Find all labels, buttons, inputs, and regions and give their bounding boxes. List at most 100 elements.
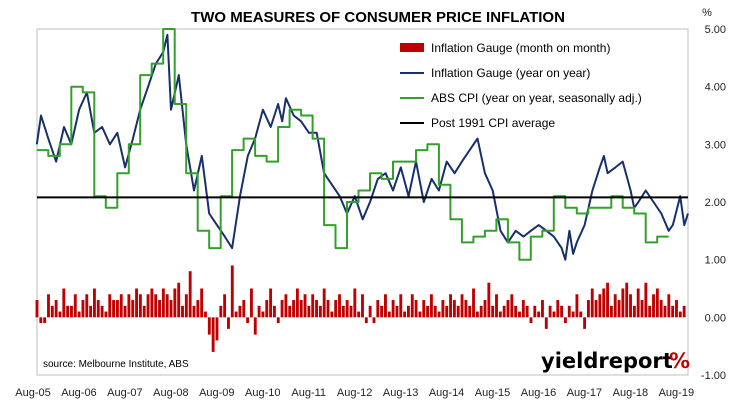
bar-mark [368,305,372,318]
legend-swatch-bar [400,43,424,52]
x-tick-label: Aug-12 [337,387,372,399]
bar-mark [326,300,330,318]
bar-mark [280,300,284,318]
bar-mark [514,305,518,318]
bar-mark [602,288,606,318]
bar-mark [181,305,184,318]
bar-mark [50,305,54,318]
bar-series-month-on-month [35,265,686,352]
bar-mark [39,317,43,324]
bar-mark [502,305,506,318]
bar-mark [158,300,161,318]
bar-mark [648,305,652,318]
bar-mark [460,294,464,318]
bar-mark [276,317,280,324]
bar-mark [533,305,537,318]
bar-mark [284,294,288,318]
bar-mark [127,294,131,318]
bar-mark [73,294,77,318]
y-tick-label: -1.00 [701,370,726,382]
legend-label: Post 1991 CPI average [431,116,555,130]
bar-mark [537,311,541,318]
bar-mark [242,300,246,318]
bar-mark [452,300,456,318]
bar-mark [219,305,223,318]
bar-mark [115,300,119,318]
bar-mark [552,311,556,318]
x-tick-label: Aug-11 [291,387,326,399]
bar-mark [261,311,265,318]
bar-mark [100,305,104,318]
bar-mark [410,294,414,318]
bar-mark [43,317,47,324]
y-tick-label: 3.00 [705,139,726,151]
bar-mark [161,288,165,318]
x-tick-label: Aug-18 [613,387,648,399]
bar-mark [445,305,449,318]
legend: Inflation Gauge (month on month) Inflatio… [400,41,642,130]
bar-mark [345,300,349,318]
bar-mark [250,288,253,318]
bar-mark [322,288,326,318]
bar-mark [253,317,257,335]
bar-mark [655,288,659,318]
bar-mark [437,311,441,318]
bar-mark [85,294,89,318]
bar-mark [334,300,338,318]
bar-mark [77,311,81,318]
bar-mark [387,311,391,318]
bar-mark [380,305,384,318]
bar-mark [384,294,387,318]
bar-mark [66,305,70,318]
bar-mark [491,305,495,318]
bar-mark [104,311,108,318]
x-tick-label: Aug-10 [245,387,280,399]
bar-mark [108,294,112,318]
x-tick-label: Aug-17 [567,387,602,399]
bar-mark [583,317,587,329]
y-tick-label: 5.00 [705,24,726,36]
bar-mark [636,288,640,318]
bar-mark [671,305,675,318]
bar-mark [246,317,250,324]
bar-mark [234,311,238,318]
bar-mark [184,294,188,318]
x-tick-label: Aug-16 [521,387,556,399]
bar-mark [192,305,196,318]
bar-mark [675,300,678,318]
bar-mark [311,294,315,318]
bar-mark [548,305,552,318]
bar-mark [131,300,135,318]
x-tick-label: Aug-19 [659,387,694,399]
bar-mark [364,317,368,324]
bar-mark [119,294,123,318]
bar-mark [571,311,575,318]
bar-mark [150,288,154,318]
bar-mark [169,300,173,318]
bar-mark [560,305,564,318]
bar-mark [215,317,219,341]
bar-mark [138,294,142,318]
bar-mark [292,300,295,318]
bar-mark [456,305,460,318]
bar-mark [472,288,475,318]
bar-mark [506,300,510,318]
bar-mark [207,317,211,335]
chart-title: TWO MEASURES OF CONSUMER PRICE INFLATION [191,9,565,26]
bar-mark [62,288,66,318]
x-tick-label: Aug-05 [15,387,50,399]
bar-mark [422,300,426,318]
bar-mark [112,300,116,318]
bar-mark [330,311,334,318]
x-axis: Aug-05 Aug-06 Aug-07 Aug-08 Aug-09 Aug-10 Aug-… [15,387,694,399]
bar-mark [632,305,636,318]
bar-mark [395,305,399,318]
bar-mark [640,300,644,318]
bar-mark [475,311,479,318]
bar-mark [223,294,227,318]
bar-mark [464,300,468,318]
bar-mark [682,305,686,318]
y-tick-label: 1.00 [705,255,726,267]
bar-mark [211,317,215,352]
bar-mark [288,305,292,318]
